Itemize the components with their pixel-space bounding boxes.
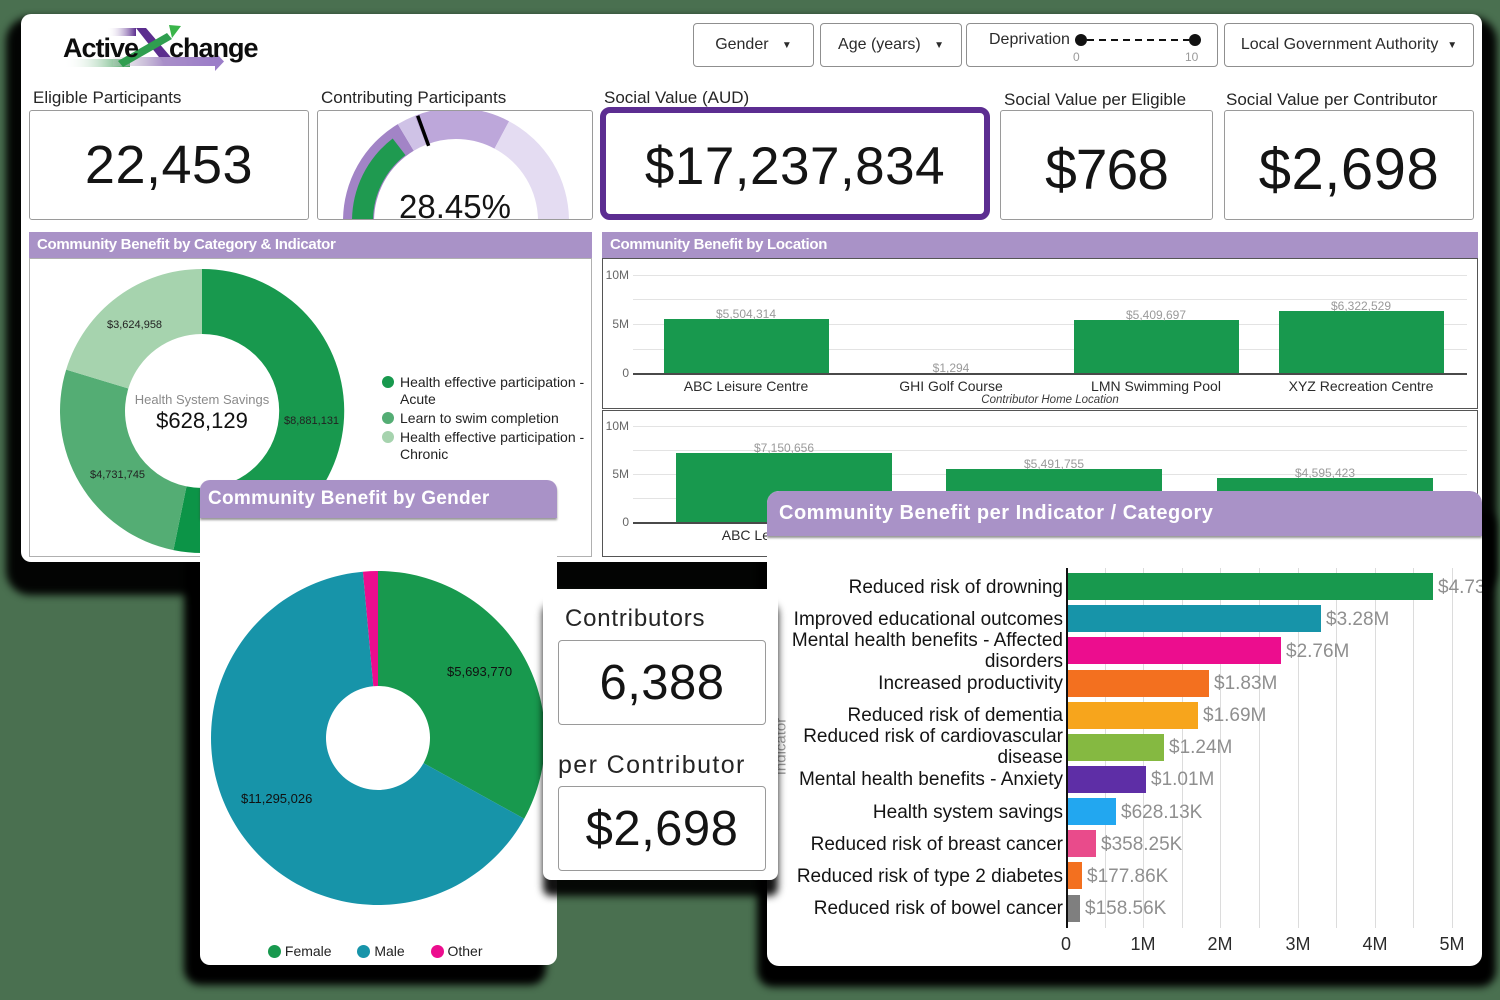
svg-text:Active: Active <box>63 33 139 63</box>
svg-text:change: change <box>169 33 259 63</box>
